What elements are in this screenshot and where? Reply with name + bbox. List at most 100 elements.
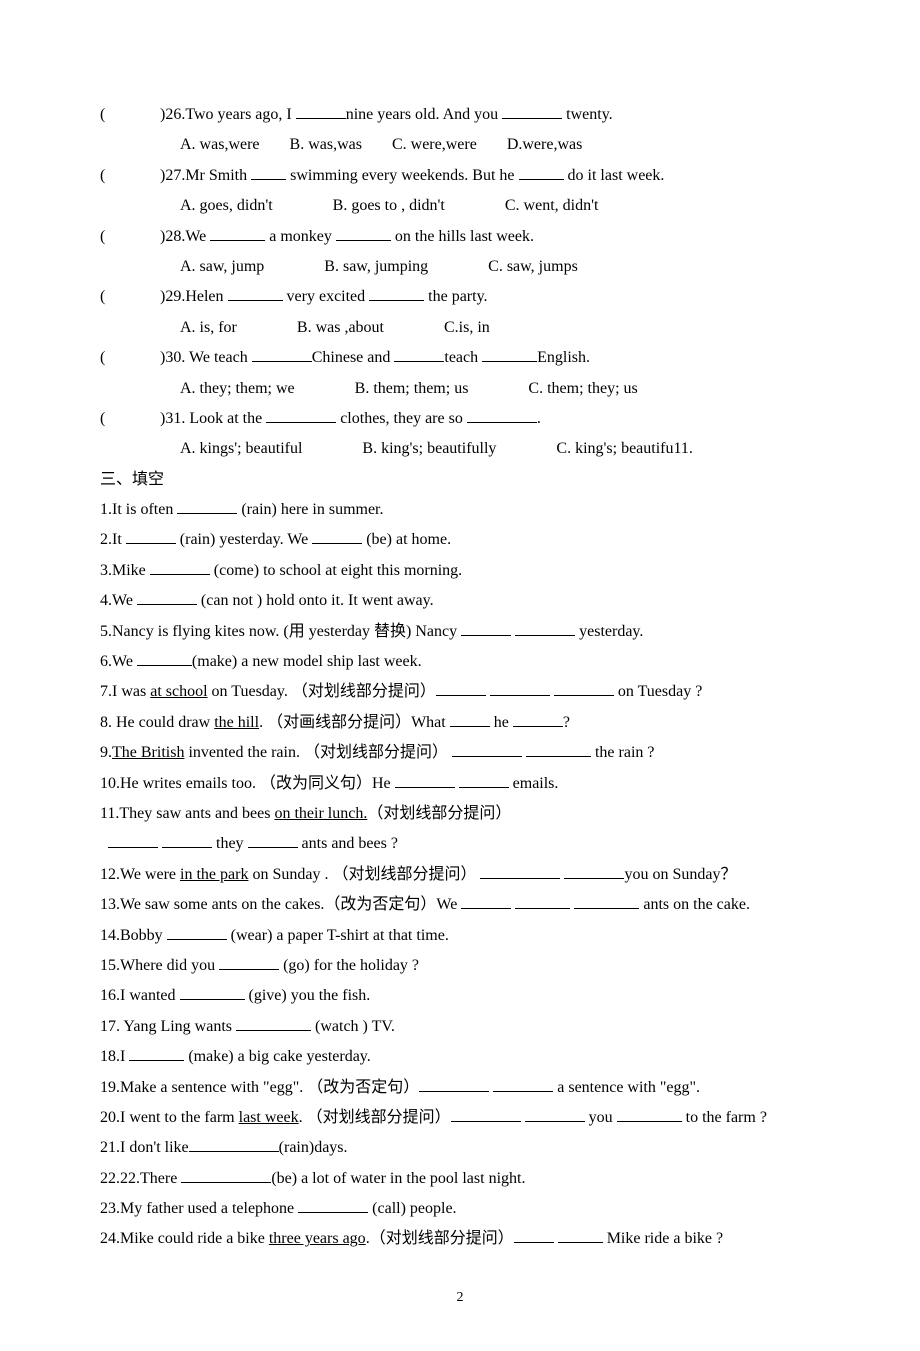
q-text: 21.I don't like	[100, 1139, 189, 1156]
q-text: (be) a lot of water in the pool last nig…	[271, 1170, 525, 1187]
q-text: （对划线部分提问）	[367, 805, 511, 822]
answer-paren: (	[100, 222, 160, 252]
blank	[150, 559, 210, 574]
q-text: 10.He writes emails too. （改为同义句）He	[100, 775, 395, 792]
blank	[162, 833, 212, 848]
mcq-question: ()28.We a monkey on the hills last week.	[100, 222, 820, 252]
option: A. is, for	[180, 319, 237, 336]
fill-q17: 17. Yang Ling wants (watch ) TV.	[100, 1012, 820, 1042]
fill-q10: 10.He writes emails too. （改为同义句）He email…	[100, 769, 820, 799]
q-text: ants and bees ?	[298, 835, 398, 852]
option: C. king's; beautifu11.	[556, 440, 693, 457]
q-text: . （对划线部分提问）	[299, 1109, 451, 1126]
q-text: to the farm ?	[682, 1109, 767, 1126]
q-text: English.	[537, 349, 590, 366]
q-text: 14.Bobby	[100, 927, 167, 944]
q-text: 1.It is often	[100, 501, 177, 518]
blank	[189, 1137, 279, 1152]
q-text: Look at the	[185, 410, 266, 427]
blank	[480, 863, 560, 878]
q-text: 7.I was	[100, 683, 150, 700]
blank	[395, 772, 455, 787]
q-text: 18.I	[100, 1048, 129, 1065]
q-text: on Sunday . （对划线部分提问）	[248, 866, 480, 883]
q-text: (rain) yesterday. We	[176, 531, 312, 548]
q-text: 3.Mike	[100, 562, 150, 579]
blank	[574, 894, 639, 909]
q-text: 20.I went to the farm	[100, 1109, 239, 1126]
section-title: 三、填空	[100, 465, 820, 495]
blank	[167, 924, 227, 939]
option: A. saw, jump	[180, 258, 264, 275]
mcq-options: A. kings'; beautiful B. king's; beautiful…	[180, 434, 820, 464]
mcq-question: ()31. Look at the clothes, they are so .	[100, 404, 820, 434]
fill-q6: 6.We (make) a new model ship last week.	[100, 647, 820, 677]
q-text: very excited	[283, 288, 370, 305]
option: C. saw, jumps	[488, 258, 578, 275]
fill-q23: 23.My father used a telephone (call) peo…	[100, 1194, 820, 1224]
fill-q5: 5.Nancy is flying kites now. (用 yesterda…	[100, 617, 820, 647]
q-text: swimming every weekends. But he	[286, 167, 518, 184]
blank	[513, 711, 563, 726]
q-text: 23.My father used a telephone	[100, 1200, 298, 1217]
mcq-question: ()30. We teach Chinese and teach English…	[100, 343, 820, 373]
underline-text: at school	[150, 683, 207, 700]
option: A. kings'; beautiful	[180, 440, 302, 457]
fill-q22: 22.22.There (be) a lot of water in the p…	[100, 1164, 820, 1194]
q-text: Two years ago, I	[185, 106, 295, 123]
answer-paren: (	[100, 404, 160, 434]
blank	[515, 620, 575, 635]
q-text: 11.They saw ants and bees	[100, 805, 274, 822]
blank	[137, 590, 197, 605]
fill-q11a: 11.They saw ants and bees on their lunch…	[100, 799, 820, 829]
q-text: (call) people.	[368, 1200, 456, 1217]
blank	[419, 1076, 489, 1091]
option: B. them; them; us	[355, 380, 469, 397]
blank	[296, 104, 346, 119]
q-text: Mike ride a bike ?	[603, 1230, 723, 1247]
blank	[490, 681, 550, 696]
q-text: on the hills last week.	[391, 228, 534, 245]
blank	[210, 225, 265, 240]
fill-q4: 4.We (can not ) hold onto it. It went aw…	[100, 586, 820, 616]
option: C.is, in	[444, 319, 490, 336]
q-text: 12.We were	[100, 866, 180, 883]
q-text: a sentence with "egg".	[553, 1079, 700, 1096]
blank	[312, 529, 362, 544]
blank	[228, 286, 283, 301]
fill-q16: 16.I wanted (give) you the fish.	[100, 981, 820, 1011]
fill-q1: 1.It is often (rain) here in summer.	[100, 495, 820, 525]
q-text: We	[185, 228, 210, 245]
q-text: yesterday.	[575, 623, 643, 640]
q-text: the rain ?	[591, 744, 655, 761]
blank	[526, 742, 591, 757]
underline-text: three years ago	[269, 1230, 366, 1247]
blank	[177, 499, 237, 514]
option: B. king's; beautifully	[362, 440, 496, 457]
blank	[137, 651, 192, 666]
option: B. saw, jumping	[324, 258, 428, 275]
answer-paren: (	[100, 343, 160, 373]
q-text: 24.Mike could ride a bike	[100, 1230, 269, 1247]
mcq-options: A. was,wereB. was,wasC. were,wereD.were,…	[180, 130, 820, 160]
option: C. them; they; us	[528, 380, 637, 397]
q-text: 8. He could draw	[100, 714, 214, 731]
q-text: (make) a new model ship last week.	[192, 653, 422, 670]
q-text: Helen	[185, 288, 227, 305]
q-text: 6.We	[100, 653, 137, 670]
answer-paren: (	[100, 100, 160, 130]
blank	[436, 681, 486, 696]
option: C. went, didn't	[505, 197, 599, 214]
mcq-options: A. they; them; weB. them; them; usC. the…	[180, 374, 820, 404]
q-text: on Tuesday. （对划线部分提问）	[208, 683, 436, 700]
mcq-options: A. saw, jump B. saw, jumping C. saw, jumps	[180, 252, 820, 282]
blank	[251, 164, 286, 179]
option: A. was,were	[180, 136, 260, 153]
q-text: (be) at home.	[362, 531, 451, 548]
q-text: 5.Nancy is flying kites now. (用 yesterda…	[100, 623, 461, 640]
q-text: emails.	[509, 775, 559, 792]
blank	[450, 711, 490, 726]
blank	[558, 1228, 603, 1243]
answer-paren: (	[100, 161, 160, 191]
q-text: nine years old. And you	[346, 106, 502, 123]
